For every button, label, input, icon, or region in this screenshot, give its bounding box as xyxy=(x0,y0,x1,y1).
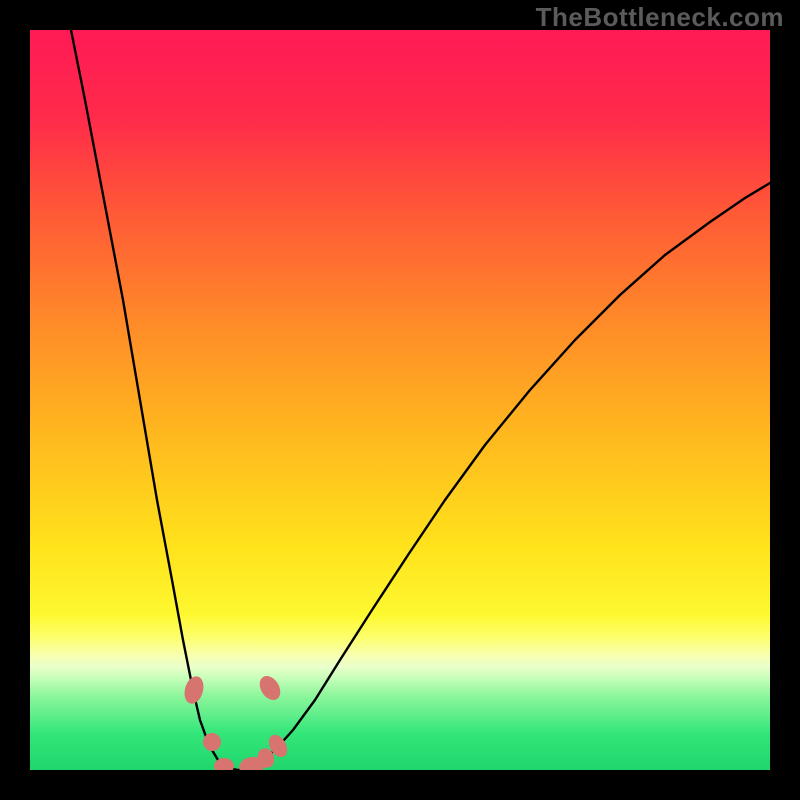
data-marker xyxy=(214,758,234,774)
watermark-text: TheBottleneck.com xyxy=(536,2,784,33)
data-marker xyxy=(203,733,221,751)
